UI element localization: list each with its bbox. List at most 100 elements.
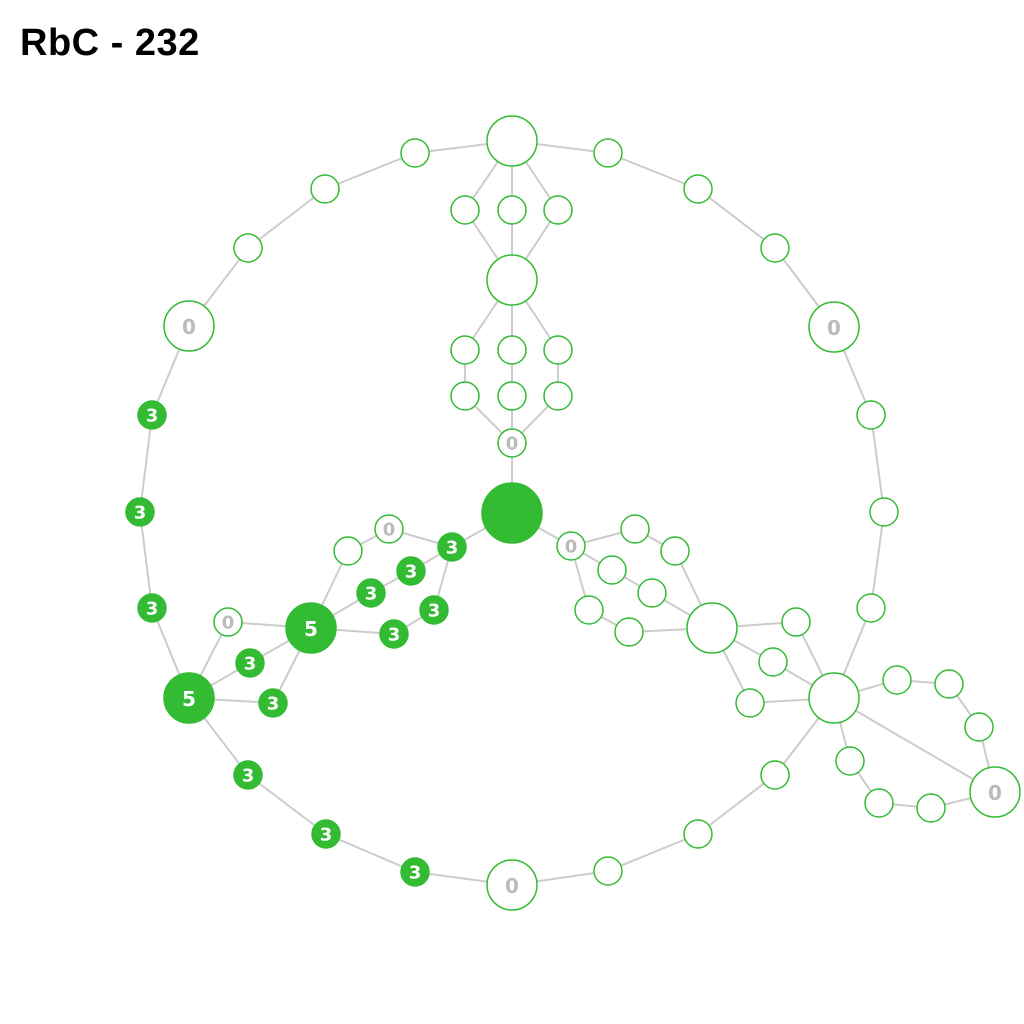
node-label: 5 <box>182 687 196 711</box>
graph-node[interactable] <box>684 820 712 848</box>
node-circle <box>684 820 712 848</box>
graph-node[interactable]: 5 <box>164 673 214 723</box>
graph-node[interactable] <box>857 594 885 622</box>
graph-node[interactable]: 3 <box>259 689 287 717</box>
graph-node[interactable] <box>687 603 737 653</box>
graph-node[interactable] <box>334 537 362 565</box>
graph-node[interactable] <box>736 689 764 717</box>
graph-node[interactable] <box>451 336 479 364</box>
node-circle <box>487 116 537 166</box>
graph-node[interactable] <box>594 857 622 885</box>
node-label: 3 <box>242 766 255 787</box>
graph-node[interactable]: 0 <box>164 301 214 351</box>
graph-node[interactable] <box>544 196 572 224</box>
graph-node[interactable] <box>661 537 689 565</box>
graph-edges <box>140 141 995 885</box>
graph-node[interactable] <box>544 382 572 410</box>
graph-node[interactable] <box>865 789 893 817</box>
node-circle <box>498 196 526 224</box>
graph-node[interactable] <box>498 336 526 364</box>
graph-node[interactable] <box>621 515 649 543</box>
graph-node[interactable]: 3 <box>357 579 385 607</box>
graph-node[interactable]: 3 <box>401 858 429 886</box>
node-circle <box>451 382 479 410</box>
graph-node[interactable]: 3 <box>438 533 466 561</box>
node-label: 0 <box>182 315 196 339</box>
node-circle <box>482 483 542 543</box>
graph-edge <box>834 698 995 792</box>
graph-node[interactable]: 3 <box>397 557 425 585</box>
graph-node[interactable] <box>451 196 479 224</box>
graph-node[interactable] <box>935 670 963 698</box>
graph-node[interactable] <box>809 673 859 723</box>
graph-node[interactable] <box>883 666 911 694</box>
node-circle <box>498 382 526 410</box>
node-circle <box>544 382 572 410</box>
graph-node[interactable]: 3 <box>420 596 448 624</box>
node-label: 0 <box>988 781 1002 805</box>
graph-node[interactable] <box>761 234 789 262</box>
node-circle <box>544 196 572 224</box>
node-circle <box>401 139 429 167</box>
graph-node[interactable] <box>401 139 429 167</box>
graph-node[interactable]: 3 <box>138 401 166 429</box>
graph-node[interactable] <box>965 713 993 741</box>
graph-node[interactable] <box>311 175 339 203</box>
graph-node[interactable]: 3 <box>234 761 262 789</box>
node-circle <box>621 515 649 543</box>
graph-node[interactable] <box>870 498 898 526</box>
graph-node[interactable]: 0 <box>375 515 403 543</box>
graph-node[interactable] <box>761 761 789 789</box>
graph-node[interactable] <box>487 255 537 305</box>
graph-node[interactable] <box>498 196 526 224</box>
node-circle <box>594 857 622 885</box>
graph-node[interactable] <box>594 139 622 167</box>
graph-node[interactable] <box>917 794 945 822</box>
graph-node[interactable]: 0 <box>487 860 537 910</box>
graph-node[interactable] <box>684 175 712 203</box>
graph-node[interactable] <box>498 382 526 410</box>
graph-node[interactable]: 3 <box>380 620 408 648</box>
graph-node[interactable]: 0 <box>970 767 1020 817</box>
node-circle <box>917 794 945 822</box>
node-circle <box>857 401 885 429</box>
node-label: 3 <box>146 599 159 620</box>
node-circle <box>965 713 993 741</box>
node-label: 3 <box>409 863 422 884</box>
graph-node[interactable] <box>759 648 787 676</box>
graph-node[interactable] <box>451 382 479 410</box>
graph-node[interactable]: 3 <box>312 820 340 848</box>
graph-node[interactable] <box>575 596 603 624</box>
node-circle <box>761 761 789 789</box>
node-circle <box>782 608 810 636</box>
node-label: 0 <box>506 434 519 455</box>
graph-node[interactable] <box>544 336 572 364</box>
graph-node[interactable] <box>836 747 864 775</box>
graph-node[interactable]: 5 <box>286 603 336 653</box>
graph-node[interactable] <box>598 556 626 584</box>
graph-node[interactable] <box>482 483 542 543</box>
graph-node[interactable] <box>857 401 885 429</box>
graph-node[interactable]: 3 <box>236 649 264 677</box>
node-circle <box>736 689 764 717</box>
graph-node[interactable]: 3 <box>126 498 154 526</box>
graph-node[interactable] <box>615 618 643 646</box>
graph-node[interactable]: 3 <box>138 594 166 622</box>
node-circle <box>311 175 339 203</box>
node-label: 3 <box>405 562 418 583</box>
graph-node[interactable] <box>638 579 666 607</box>
node-label: 3 <box>146 406 159 427</box>
graph-node[interactable]: 0 <box>557 532 585 560</box>
node-circle <box>544 336 572 364</box>
graph-node[interactable]: 0 <box>498 429 526 457</box>
node-circle <box>857 594 885 622</box>
node-circle <box>684 175 712 203</box>
graph-node[interactable]: 0 <box>809 302 859 352</box>
graph-node[interactable] <box>234 234 262 262</box>
graph-node[interactable]: 0 <box>214 608 242 636</box>
graph-node[interactable] <box>487 116 537 166</box>
node-label: 3 <box>134 503 147 524</box>
graph-node[interactable] <box>782 608 810 636</box>
